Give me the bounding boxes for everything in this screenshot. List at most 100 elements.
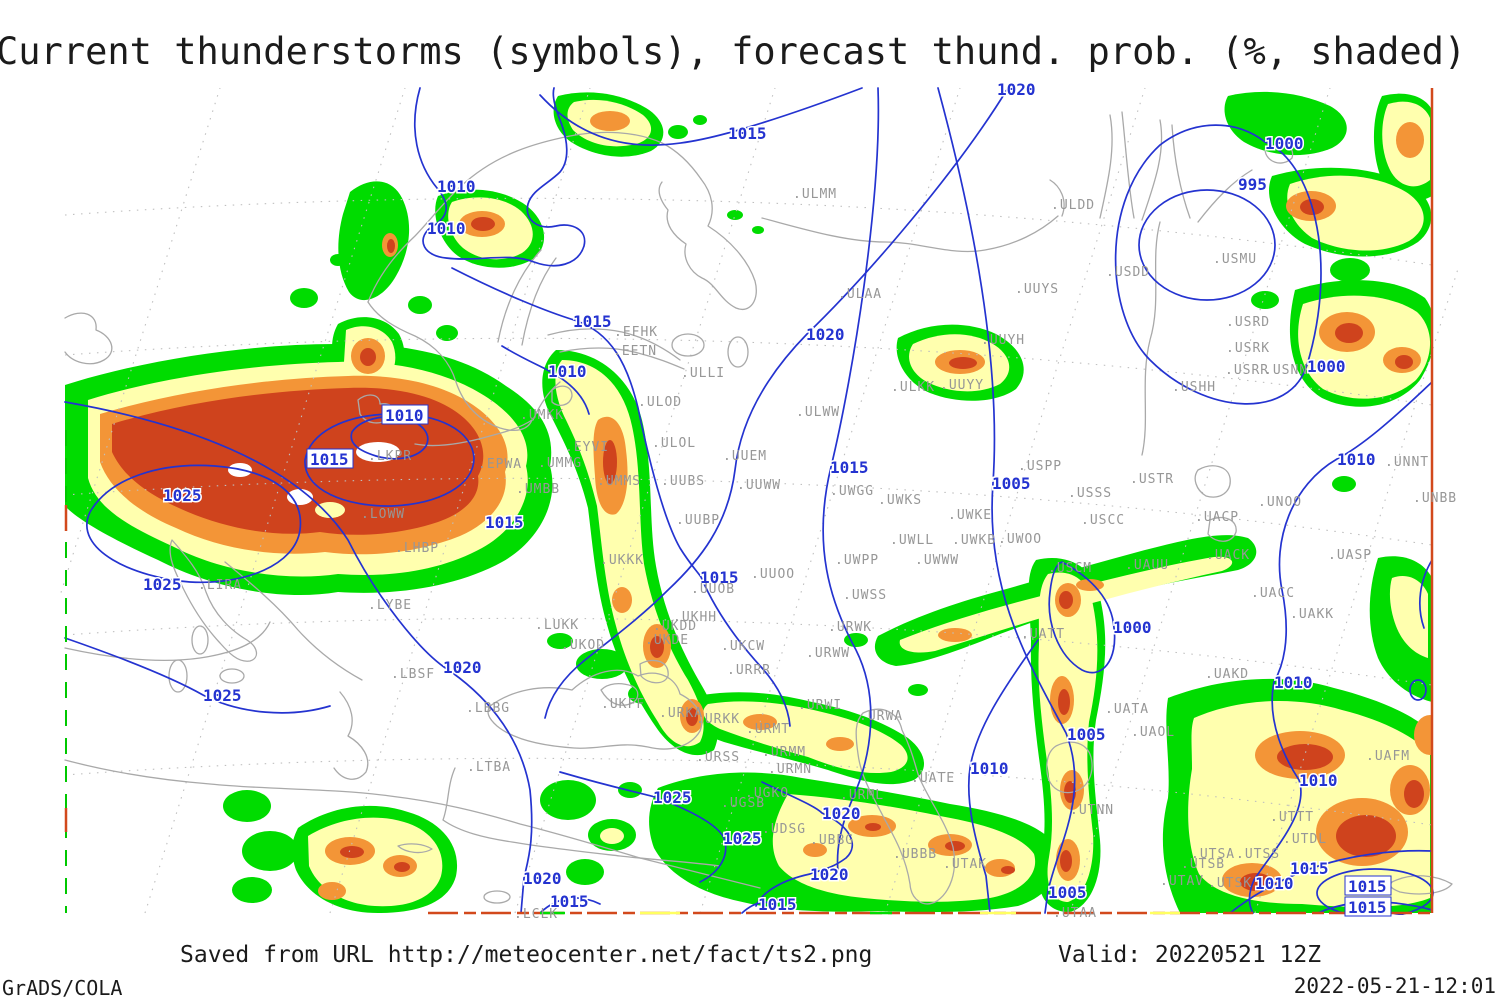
station-label: .UUYY [940, 378, 984, 393]
station-label: .USDD [1106, 265, 1150, 280]
station-label: .UNNT [1385, 455, 1429, 470]
station-label: .UTAV [1160, 874, 1204, 889]
isobar-label: 1010 [437, 177, 476, 196]
station-label: .LOWW [361, 507, 405, 522]
station-label: .LIRA [198, 578, 242, 593]
station-label: .URSS [696, 750, 740, 765]
station-label: .UACP [1195, 510, 1239, 525]
isobar-label: 1000 [1265, 134, 1304, 153]
station-label: .LUKK [535, 618, 579, 633]
isobar-label: 1025 [143, 575, 182, 594]
station-label: .USNN [1264, 363, 1308, 378]
isobar-label: 1005 [1067, 725, 1106, 744]
station-label: .UKCW [721, 639, 765, 654]
station-label: .UBBB [893, 847, 937, 862]
station-label: .UTTT [1270, 810, 1314, 825]
isobar-label: 1025 [163, 486, 202, 505]
station-label: .USRK [1226, 341, 1270, 356]
station-label: .ULOD [638, 395, 682, 410]
station-label: .URMT [746, 722, 790, 737]
station-label: .UNOO [1258, 495, 1302, 510]
station-label: .UWOO [998, 532, 1042, 547]
isobar-label: 1015 [1348, 877, 1387, 896]
station-label: .URWA [859, 709, 903, 724]
station-label: .UGKO [745, 786, 789, 801]
station-label: .UTNN [1070, 803, 1114, 818]
page-title: Current thunderstorms (symbols), forecas… [0, 30, 1467, 73]
station-label: .LTBA [467, 760, 511, 775]
station-label: .ULDD [1051, 198, 1095, 213]
isobar-label: 1020 [806, 325, 845, 344]
station-label: .UUEM [723, 449, 767, 464]
station-label: .UAOL [1131, 725, 1175, 740]
station-label: .UTAK [943, 857, 987, 872]
station-label: .UMKK [520, 408, 564, 423]
station-label: .URKK [696, 712, 740, 727]
station-label: .LKPR [368, 449, 412, 464]
station-label: .UACC [1251, 586, 1295, 601]
station-label: .URRR [727, 663, 771, 678]
station-label: .UKOD [561, 638, 605, 653]
isobar-label: 1010 [970, 759, 1009, 778]
isobar-label: 1015 [573, 312, 612, 331]
isobar-label: 1020 [810, 865, 849, 884]
isobar-label: 1010 [1274, 673, 1313, 692]
isobar-label: 1020 [997, 80, 1036, 99]
isobar-label: 1010 [427, 219, 466, 238]
isobar-label: 1015 [830, 458, 869, 477]
isobar-label: 1015 [1348, 898, 1387, 917]
station-label: .USTR [1130, 472, 1174, 487]
station-label: .URWI [798, 698, 842, 713]
station-label: .UAFM [1366, 749, 1410, 764]
shading-holes [228, 442, 400, 518]
station-label: .UMMG [538, 456, 582, 471]
station-label: .ULKK [891, 380, 935, 395]
station-label: .UBBG [810, 833, 854, 848]
station-label: .LCLK [514, 907, 558, 922]
station-label: .URWW [806, 646, 850, 661]
isobar-label-box [381, 404, 429, 425]
isobar-label: 1000 [1113, 618, 1152, 637]
station-label: .USRD [1226, 315, 1270, 330]
station-label: .UWWW [915, 553, 959, 568]
isobar-label: 1005 [1048, 883, 1087, 902]
isobar-label: 1020 [443, 658, 482, 677]
station-label: .LYBE [368, 598, 412, 613]
station-label: .USMU [1213, 252, 1257, 267]
station-label: .ULOL [652, 436, 696, 451]
isobar-label: 1015 [550, 892, 589, 911]
saved-from-url-caption: Saved from URL http://meteocenter.net/fa… [180, 942, 873, 968]
station-label: .EFHK [614, 325, 658, 340]
station-label: .LBSF [391, 667, 435, 682]
isobar-label: 1000 [1307, 357, 1346, 376]
station-label: .UDSG [762, 822, 806, 837]
station-label: .UWKE [948, 508, 992, 523]
isobar-label-box [306, 448, 354, 469]
isobar-label: 1015 [1290, 859, 1329, 878]
station-label: .UTSK [1208, 876, 1252, 891]
station-label: .UWKS [878, 493, 922, 508]
station-label: .USSS [1068, 486, 1112, 501]
isobar-label: 1015 [700, 568, 739, 587]
isobar-label: 1010 [385, 406, 424, 425]
isobar-label: 1015 [310, 450, 349, 469]
station-label: .UKDE [645, 633, 689, 648]
isobar-label: 1020 [822, 804, 861, 823]
station-label: .URML [840, 788, 884, 803]
station-label: .UMMS [597, 474, 641, 489]
station-label: .UUBP [676, 513, 720, 528]
station-label: .UUOO [751, 567, 795, 582]
isobar-label: 1010 [548, 362, 587, 381]
station-label: .UUOB [691, 582, 735, 597]
station-label: .URMN [768, 762, 812, 777]
station-label: .UWPP [835, 553, 879, 568]
station-label: .URMM [762, 745, 806, 760]
station-label: .UTSB [1181, 857, 1225, 872]
station-label: .UTSS [1236, 847, 1280, 862]
station-label: .EETN [613, 344, 657, 359]
domain-boundary [64, 88, 1434, 915]
station-label: .UAKD [1205, 667, 1249, 682]
isobar-label-box [1344, 896, 1392, 917]
station-label: .UUYS [1015, 282, 1059, 297]
